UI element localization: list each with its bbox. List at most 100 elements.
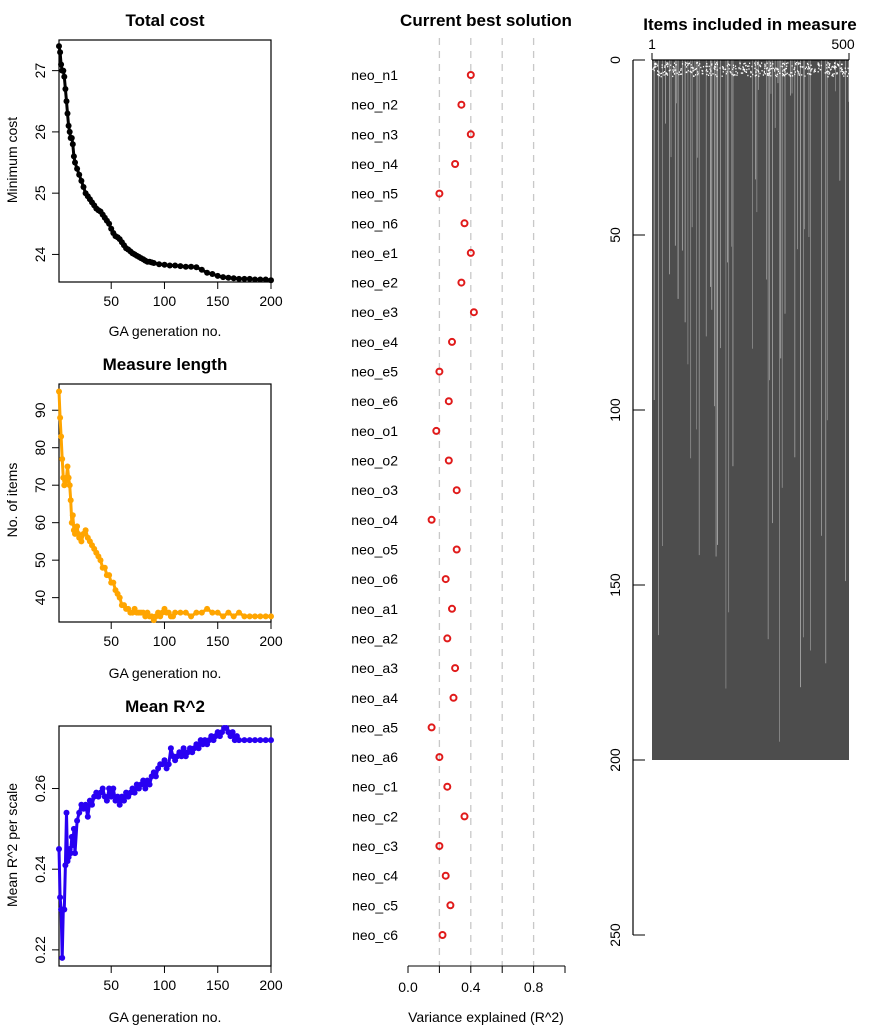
included-cell <box>840 67 843 69</box>
included-cell <box>796 62 798 64</box>
included-cell <box>675 64 677 66</box>
best-solution-xlabel: Variance explained (R^2) <box>408 1009 564 1025</box>
included-cell <box>690 64 692 66</box>
data-point <box>108 793 115 800</box>
included-cell <box>739 62 741 64</box>
data-point <box>82 801 89 808</box>
included-cell <box>782 73 784 75</box>
included-cell <box>722 66 724 69</box>
included-stripe <box>653 60 655 400</box>
included-cell <box>818 65 820 67</box>
included-cell <box>749 62 751 64</box>
y-tick-label: 0 <box>607 56 623 64</box>
included-stripe <box>717 60 718 545</box>
included-cell <box>711 64 713 66</box>
solution-point <box>427 723 436 732</box>
data-point <box>246 737 253 744</box>
included-cell <box>687 64 689 66</box>
included-cell <box>697 73 699 76</box>
included-cell <box>762 74 764 76</box>
data-point <box>68 833 75 840</box>
included-cell <box>804 75 806 77</box>
included-cell <box>740 72 742 74</box>
included-cell <box>813 71 815 73</box>
included-cell <box>711 63 713 65</box>
series-line <box>57 391 271 622</box>
data-point <box>74 165 81 172</box>
included-cell <box>653 69 655 72</box>
included-cell <box>757 63 759 66</box>
data-point <box>101 564 108 571</box>
series-line <box>57 45 272 282</box>
included-cell <box>722 71 724 73</box>
included-cell <box>754 75 756 77</box>
best-solution-title: Current best solution <box>400 11 572 30</box>
data-point <box>56 43 62 50</box>
included-cell <box>696 62 698 64</box>
x-tick-label: 200 <box>259 293 283 309</box>
included-cell <box>693 69 695 71</box>
data-point <box>103 797 110 804</box>
included-stripe <box>690 60 692 459</box>
included-cell <box>727 63 729 65</box>
included-cell <box>709 68 711 70</box>
included-cell <box>804 67 806 70</box>
included-cell <box>723 68 725 71</box>
data-point <box>188 263 195 270</box>
included-cell <box>786 72 788 75</box>
included-cell <box>848 72 850 75</box>
category-label: neo_c5 <box>352 897 398 913</box>
category-label: neo_e6 <box>351 393 398 409</box>
included-cell <box>817 62 819 64</box>
x-tick-label: 100 <box>153 977 177 993</box>
included-stripe <box>658 60 659 636</box>
data-point <box>69 512 76 519</box>
solution-point <box>443 634 452 643</box>
included-cell <box>748 68 750 70</box>
included-cell <box>673 67 675 69</box>
included-cell <box>709 72 711 74</box>
y-tick-label: 25 <box>32 185 48 201</box>
included-cell <box>689 70 691 73</box>
best-solution-points <box>427 71 478 939</box>
included-cell <box>754 62 756 64</box>
included-cell <box>726 65 728 67</box>
included-stripe <box>790 60 791 96</box>
included-cell <box>797 63 800 65</box>
included-stripe <box>839 60 841 181</box>
included-cell <box>738 67 740 69</box>
included-cell <box>735 68 737 70</box>
data-point <box>214 609 221 616</box>
data-point <box>58 433 65 440</box>
best-solution-gridlines <box>438 38 535 966</box>
category-label: neo_o5 <box>351 541 398 557</box>
x-tick-label: 0.8 <box>524 979 544 995</box>
data-point <box>70 825 77 832</box>
included-stripe <box>780 60 782 359</box>
included-cell <box>836 73 838 75</box>
included-cell <box>657 73 659 76</box>
included-cell <box>794 73 796 76</box>
included-stripe <box>662 60 663 546</box>
included-cell <box>784 68 786 70</box>
included-stripe <box>802 60 804 638</box>
included-cell <box>841 68 843 71</box>
category-label: neo_e5 <box>351 364 398 380</box>
included-cell <box>726 71 728 73</box>
included-cell <box>678 71 680 73</box>
included-cell <box>768 74 770 77</box>
included-cell <box>752 73 754 76</box>
included-cell <box>655 62 657 64</box>
x-tick-label: 100 <box>153 633 177 649</box>
x-tick-label: 50 <box>103 293 119 309</box>
data-point <box>114 793 121 800</box>
included-cell <box>657 73 659 76</box>
included-cell <box>729 64 731 66</box>
included-cell <box>707 70 709 73</box>
solution-point <box>451 160 460 168</box>
included-stripe <box>732 60 734 467</box>
included-cell <box>844 73 846 75</box>
included-cell <box>747 74 749 77</box>
y-tick-label: 60 <box>32 515 48 531</box>
included-cell <box>673 71 675 73</box>
